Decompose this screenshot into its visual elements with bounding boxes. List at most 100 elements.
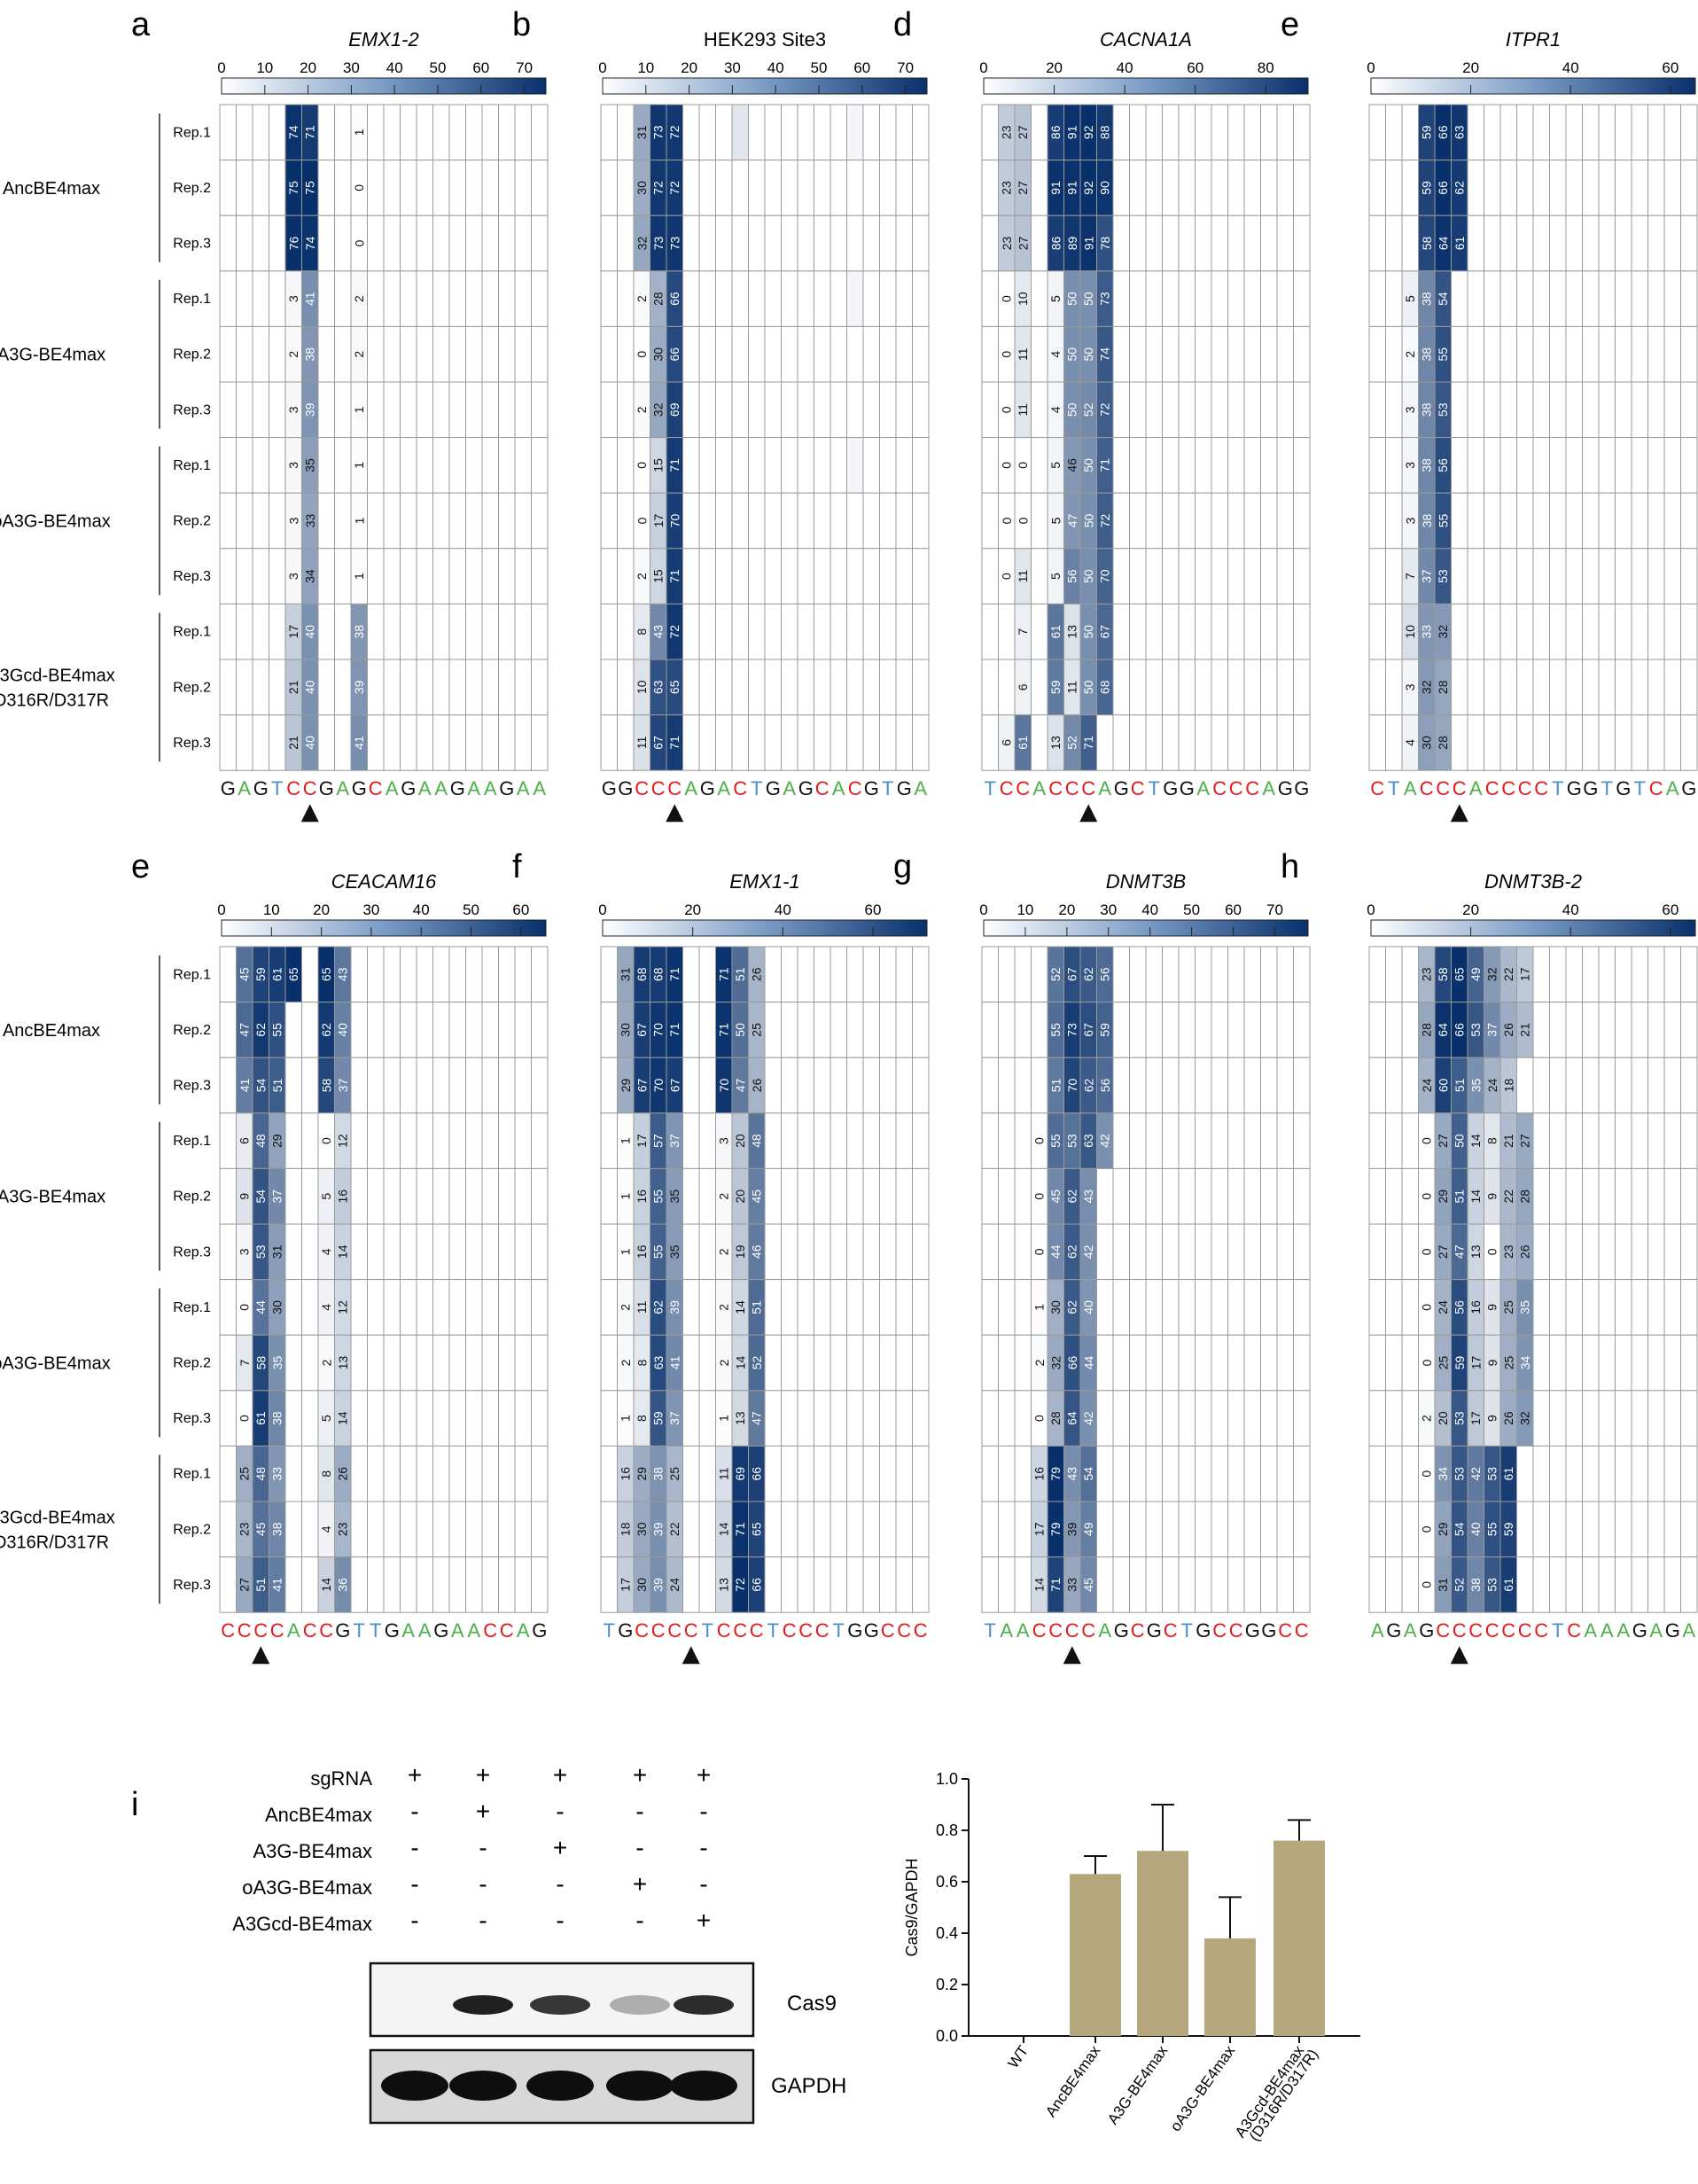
blot-mark: + — [476, 1798, 490, 1825]
heatmap-cell — [1112, 1334, 1130, 1392]
sequence-base: A — [1098, 1619, 1111, 1642]
heatmap-cell — [1499, 714, 1517, 771]
sequence-base: G — [1665, 1619, 1680, 1642]
cell-value: 17 — [1518, 967, 1532, 981]
cell-value: 16 — [1468, 1300, 1483, 1314]
heatmap-cell — [1467, 325, 1484, 383]
heatmap-cell — [1647, 381, 1665, 439]
heatmap-cell — [1598, 1556, 1616, 1613]
heatmap-cell — [1582, 1390, 1600, 1447]
heatmap-cell — [416, 1167, 433, 1225]
heatmap-cell — [1598, 214, 1616, 272]
scale-tick-label: 70 — [1266, 901, 1283, 918]
scale-tick-label: 10 — [263, 901, 280, 918]
cell-value: 55 — [1048, 1023, 1063, 1037]
sequence-base: C — [1081, 777, 1095, 800]
heatmap-cell — [1549, 548, 1567, 604]
rep-label: Rep.3 — [173, 1244, 211, 1260]
cell-value: 23 — [238, 1522, 252, 1536]
heatmap-cell — [1162, 160, 1180, 216]
heatmap-cell — [912, 1334, 930, 1392]
cell-value: 25 — [1436, 1356, 1450, 1370]
heatmap-cell — [1565, 437, 1583, 494]
cell-value: 1 — [1032, 1304, 1047, 1311]
cell-value: 0 — [1032, 1248, 1047, 1255]
heatmap-cell — [814, 603, 831, 660]
heatmap-cell — [317, 603, 335, 660]
sequence-base: C — [1436, 1619, 1450, 1642]
heatmap-cell — [1195, 381, 1212, 439]
heatmap-cell — [895, 1112, 913, 1169]
heatmap-cell — [797, 603, 814, 660]
heatmap-cell — [1195, 1334, 1212, 1392]
cell-value: 17 — [635, 1134, 649, 1148]
rep-label: Rep.1 — [173, 967, 211, 982]
heatmap-cell — [1582, 946, 1600, 1003]
cell-value: 1 — [619, 1248, 633, 1255]
position-arrow — [666, 804, 684, 823]
heatmap-cell — [1145, 1057, 1163, 1114]
heatmap-cell — [698, 659, 716, 716]
blot-mark: - — [410, 1907, 418, 1934]
heatmap-cell — [1647, 603, 1665, 660]
heatmap-cell — [781, 381, 798, 439]
panel-letter: d — [893, 6, 912, 43]
scale-tick-label: 60 — [1187, 59, 1203, 76]
heatmap-cell — [1680, 1390, 1698, 1447]
heatmap-cell — [998, 1057, 1016, 1114]
heatmap-cell — [432, 1501, 450, 1558]
cell-value: 26 — [1518, 1244, 1532, 1259]
heatmap-cell — [1293, 1445, 1311, 1502]
heatmap-cell — [1227, 214, 1245, 272]
heatmap-cell — [1385, 270, 1403, 327]
heatmap-cell — [1385, 1390, 1403, 1447]
heatmap-cell — [715, 325, 733, 383]
heatmap-cell — [600, 1112, 618, 1169]
heatmap-cell — [284, 1002, 302, 1058]
heatmap-cell — [301, 1002, 319, 1058]
heatmap-cell — [764, 492, 782, 550]
heatmap-cell — [236, 714, 253, 771]
heatmap-cell — [1211, 1334, 1228, 1392]
heatmap-cell — [862, 325, 880, 383]
heatmap-cell — [448, 548, 466, 604]
cell-value: 55 — [1436, 514, 1450, 528]
sequence-base: C — [1212, 1619, 1227, 1642]
cell-value: 9 — [1485, 1359, 1499, 1366]
heatmap-cell — [1549, 1390, 1567, 1447]
sequence-base: G — [1386, 1619, 1401, 1642]
heatmap-cell — [400, 492, 417, 550]
heatmap-cell — [1243, 437, 1261, 494]
cell-value: 32 — [651, 402, 666, 417]
heatmap-cell — [1532, 1057, 1550, 1114]
heatmap-cell — [1680, 1002, 1698, 1058]
sequence-base: G — [1681, 777, 1696, 800]
heatmap-cell — [1516, 437, 1534, 494]
heatmap-cell — [1227, 548, 1245, 604]
cell-value: 50 — [733, 1023, 747, 1037]
heatmap-cell — [1112, 659, 1130, 716]
heatmap-cell — [1631, 1167, 1648, 1225]
heatmap-cell — [531, 325, 549, 383]
cell-value: 35 — [303, 458, 317, 472]
heatmap-cell — [1368, 214, 1386, 272]
heatmap-cell — [698, 1279, 716, 1336]
sequence-base: C — [1131, 1619, 1145, 1642]
heatmap-cell — [448, 946, 466, 1003]
heatmap-cell — [715, 381, 733, 439]
heatmap-cell — [698, 1501, 716, 1558]
heatmap-cell — [1467, 492, 1484, 550]
heatmap-cell — [600, 1445, 618, 1502]
sequence-base: C — [1420, 777, 1434, 800]
heatmap-cell — [1532, 1112, 1550, 1169]
heatmap-cell — [1260, 1390, 1278, 1447]
cell-value: 38 — [303, 347, 317, 362]
heatmap-cell — [1293, 1390, 1311, 1447]
cell-value: 27 — [1436, 1134, 1450, 1148]
cell-value: 68 — [635, 967, 649, 981]
heatmap-cell — [895, 214, 913, 272]
cell-value: 13 — [733, 1411, 747, 1425]
heatmap-cell — [1631, 946, 1648, 1003]
cell-value: 3 — [286, 517, 300, 524]
heatmap-cell — [1499, 270, 1517, 327]
